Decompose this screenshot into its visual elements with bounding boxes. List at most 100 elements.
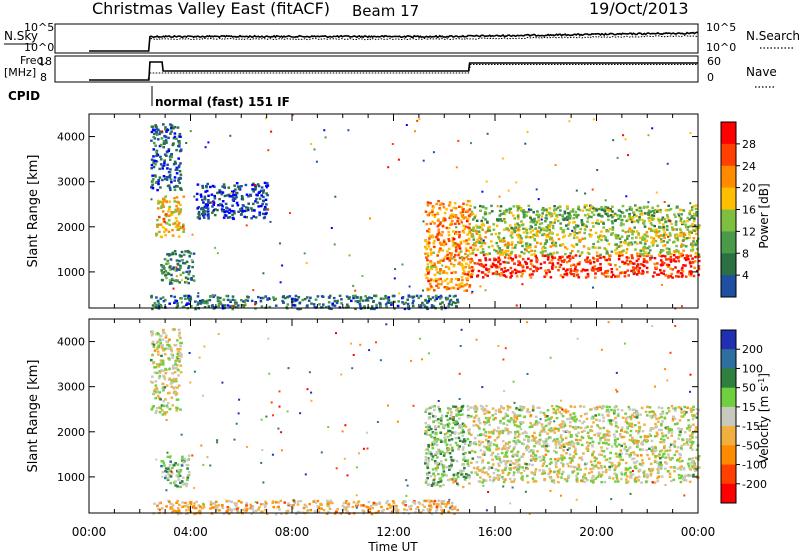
heatmap-cell bbox=[176, 364, 179, 367]
heatmap-cell bbox=[625, 425, 629, 429]
heatmap-cell bbox=[175, 196, 179, 199]
heatmap-cell bbox=[464, 216, 467, 219]
heatmap-cell bbox=[629, 451, 633, 455]
heatmap-cell bbox=[628, 212, 631, 216]
heatmap-cell bbox=[531, 404, 535, 408]
heatmap-cell bbox=[489, 441, 493, 444]
heatmap-cell bbox=[461, 221, 463, 224]
heatmap-cell bbox=[452, 481, 455, 484]
heatmap-cell bbox=[653, 229, 656, 232]
heatmap-cell bbox=[490, 240, 493, 243]
heatmap-cell bbox=[606, 213, 609, 217]
heatmap-cell bbox=[484, 231, 488, 234]
heatmap-cell bbox=[647, 201, 650, 204]
heatmap-cell bbox=[437, 472, 440, 476]
heatmap-cell bbox=[612, 214, 616, 217]
heatmap-cell bbox=[535, 269, 539, 273]
heatmap-cell bbox=[453, 432, 457, 435]
heatmap-cell bbox=[623, 215, 626, 218]
heatmap-cell bbox=[636, 254, 640, 258]
heatmap-cell bbox=[485, 421, 488, 424]
heatmap-cell bbox=[562, 260, 565, 263]
heatmap-cell bbox=[661, 254, 665, 258]
heatmap-cell bbox=[499, 274, 502, 277]
heatmap-cell bbox=[159, 407, 162, 410]
heatmap-cell bbox=[444, 255, 447, 258]
heatmap-cell bbox=[506, 241, 510, 244]
heatmap-cell bbox=[502, 480, 506, 484]
heatmap-cell bbox=[159, 155, 162, 158]
heatmap-cell bbox=[591, 415, 595, 418]
heatmap-cell bbox=[150, 334, 154, 337]
heatmap-cell bbox=[557, 427, 560, 431]
heatmap-cell bbox=[170, 126, 173, 129]
heatmap-cell bbox=[210, 193, 214, 196]
heatmap-cell bbox=[630, 269, 633, 273]
heatmap-cell bbox=[679, 480, 683, 484]
heatmap-cell bbox=[501, 253, 505, 256]
heatmap-cell bbox=[575, 189, 578, 192]
heatmap-cell bbox=[196, 216, 200, 219]
heatmap-cell bbox=[179, 344, 182, 348]
heatmap-cell bbox=[695, 269, 699, 273]
heatmap-cell bbox=[482, 445, 486, 448]
heatmap-cell bbox=[639, 213, 642, 216]
heatmap-cell bbox=[597, 426, 601, 429]
heatmap-cell bbox=[573, 234, 576, 237]
heatmap-cell bbox=[568, 443, 572, 447]
heatmap-cell bbox=[590, 211, 594, 214]
heatmap-cell bbox=[455, 459, 459, 463]
heatmap-cell bbox=[678, 460, 682, 463]
heatmap-cell bbox=[638, 216, 641, 219]
heatmap-cell bbox=[208, 298, 212, 302]
heatmap-cell bbox=[674, 266, 677, 269]
heatmap-cell bbox=[561, 470, 565, 474]
heatmap-cell bbox=[633, 439, 637, 442]
heatmap-cell bbox=[182, 271, 185, 274]
heatmap-cell bbox=[177, 368, 180, 372]
heatmap-cell bbox=[634, 424, 637, 427]
heatmap-cell bbox=[691, 232, 694, 234]
heatmap-cell bbox=[547, 256, 550, 259]
heatmap-cell bbox=[161, 362, 165, 365]
heatmap-cell bbox=[669, 258, 673, 261]
heatmap-cell bbox=[457, 278, 460, 282]
heatmap-cell bbox=[433, 265, 436, 268]
heatmap-cell bbox=[466, 462, 470, 465]
heatmap-cell bbox=[687, 474, 690, 477]
heatmap-cell bbox=[582, 405, 586, 408]
heatmap-cell bbox=[579, 405, 582, 408]
heatmap-cell bbox=[672, 259, 676, 263]
heatmap-cell bbox=[230, 195, 233, 198]
heatmap-cell bbox=[329, 307, 332, 310]
heatmap-cell bbox=[170, 381, 174, 384]
heatmap-cell bbox=[436, 254, 439, 257]
heatmap-cell bbox=[162, 200, 165, 203]
heatmap-cell bbox=[569, 267, 572, 271]
heatmap-cell bbox=[535, 220, 539, 223]
heatmap-cell bbox=[209, 295, 212, 298]
heatmap-cell bbox=[466, 437, 470, 441]
heatmap-cell bbox=[518, 425, 521, 428]
heatmap-cell bbox=[576, 274, 579, 277]
heatmap-cell bbox=[628, 424, 632, 428]
heatmap-cell bbox=[197, 301, 200, 304]
heatmap-cell bbox=[599, 234, 603, 237]
heatmap-cell bbox=[401, 263, 404, 266]
heatmap-cell bbox=[435, 450, 439, 454]
heatmap-cell bbox=[439, 431, 442, 435]
heatmap-cell bbox=[177, 478, 181, 481]
heatmap-cell bbox=[293, 299, 296, 302]
heatmap-cell bbox=[697, 267, 701, 271]
heatmap-cell bbox=[150, 139, 153, 142]
heatmap-cell bbox=[680, 252, 684, 256]
heatmap-cell bbox=[527, 445, 530, 449]
heatmap-cell bbox=[653, 412, 657, 416]
heatmap-cell bbox=[643, 259, 647, 262]
heatmap-cell bbox=[484, 236, 487, 239]
heatmap-cell bbox=[206, 207, 210, 210]
heatmap-cell bbox=[435, 297, 438, 300]
heatmap-cell bbox=[609, 208, 612, 211]
heatmap-cell bbox=[476, 467, 479, 470]
heatmap-cell bbox=[592, 269, 595, 272]
